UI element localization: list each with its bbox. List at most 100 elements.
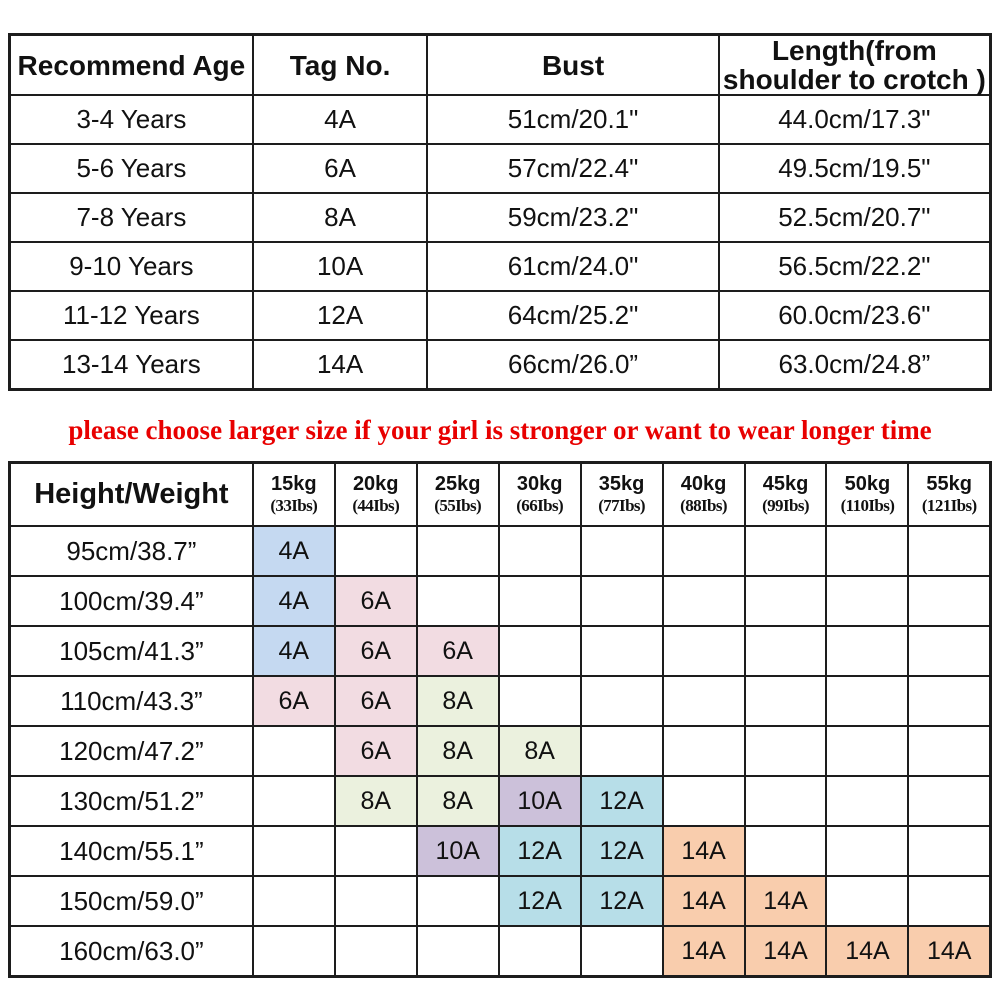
height-row: 160cm/63.0” 14A 14A 14A 14A: [8, 925, 992, 978]
tag-no-cell: 10A: [251, 241, 429, 293]
tag-no-cell: 12A: [251, 290, 429, 342]
height-cell: 140cm/55.1”: [8, 825, 254, 877]
tag-size-cell: 14A: [743, 925, 828, 978]
col-header-length: Length(from shoulder to crotch ): [717, 33, 992, 97]
bust-cell: 51cm/20.1": [426, 94, 720, 146]
height-row: 140cm/55.1” 10A 12A 12A 14A: [8, 825, 992, 877]
empty-cell: [825, 675, 910, 727]
height-cell: 110cm/43.3”: [8, 675, 254, 727]
height-cell: 130cm/51.2”: [8, 775, 254, 827]
weight-kg-label: 50kg: [844, 473, 891, 496]
empty-cell: [825, 625, 910, 677]
height-row: 95cm/38.7” 4A: [8, 525, 992, 577]
tag-size-cell: 10A: [415, 825, 500, 877]
height-row: 110cm/43.3” 6A 6A 8A: [8, 675, 992, 727]
empty-cell: [743, 625, 828, 677]
col-header-tag-no: Tag No.: [251, 33, 429, 97]
empty-cell: [579, 625, 664, 677]
weight-kg-label: 30kg: [516, 473, 563, 496]
length-cell: 63.0cm/24.8”: [717, 339, 992, 391]
length-cell: 52.5cm/20.7": [717, 192, 992, 244]
empty-cell: [661, 775, 746, 827]
empty-cell: [743, 725, 828, 777]
empty-cell: [743, 775, 828, 827]
empty-cell: [251, 925, 336, 978]
tag-size-cell: 6A: [333, 675, 418, 727]
empty-cell: [251, 875, 336, 927]
tag-no-cell: 8A: [251, 192, 429, 244]
tag-size-cell: 6A: [333, 575, 418, 627]
empty-cell: [907, 575, 992, 627]
weight-col-header: 20kg (44Ibs): [333, 461, 418, 527]
tag-no-cell: 6A: [251, 143, 429, 195]
bust-cell: 57cm/22.4": [426, 143, 720, 195]
empty-cell: [497, 625, 582, 677]
weight-kg-label: 15kg: [270, 473, 317, 496]
height-row: 150cm/59.0” 12A 12A 14A 14A: [8, 875, 992, 927]
empty-cell: [497, 575, 582, 627]
age-cell: 3-4 Years: [8, 94, 254, 146]
empty-cell: [579, 725, 664, 777]
length-cell: 60.0cm/23.6": [717, 290, 992, 342]
empty-cell: [497, 525, 582, 577]
empty-cell: [579, 575, 664, 627]
size-spec-row: 13-14 Years 14A 66cm/26.0” 63.0cm/24.8”: [8, 339, 992, 391]
empty-cell: [661, 525, 746, 577]
height-row: 100cm/39.4” 4A 6A: [8, 575, 992, 627]
tag-size-cell: 14A: [825, 925, 910, 978]
length-cell: 56.5cm/22.2": [717, 241, 992, 293]
empty-cell: [579, 925, 664, 978]
height-cell: 160cm/63.0”: [8, 925, 254, 978]
height-cell: 105cm/41.3”: [8, 625, 254, 677]
tag-no-cell: 4A: [251, 94, 429, 146]
tag-size-cell: 14A: [661, 825, 746, 877]
height-cell: 120cm/47.2”: [8, 725, 254, 777]
empty-cell: [661, 675, 746, 727]
tag-size-cell: 14A: [661, 875, 746, 927]
tag-size-cell: 12A: [579, 825, 664, 877]
empty-cell: [661, 725, 746, 777]
size-spec-row: 7-8 Years 8A 59cm/23.2" 52.5cm/20.7": [8, 192, 992, 244]
empty-cell: [415, 875, 500, 927]
size-spec-row: 5-6 Years 6A 57cm/22.4" 49.5cm/19.5": [8, 143, 992, 195]
col-header-recommend-age: Recommend Age: [8, 33, 254, 97]
weight-col-header: 35kg (77Ibs): [579, 461, 664, 527]
empty-cell: [743, 825, 828, 877]
weight-kg-label: 20kg: [352, 473, 399, 496]
age-cell: 7-8 Years: [8, 192, 254, 244]
empty-cell: [907, 725, 992, 777]
height-row: 105cm/41.3” 4A 6A 6A: [8, 625, 992, 677]
empty-cell: [579, 525, 664, 577]
tag-size-cell: 12A: [497, 875, 582, 927]
age-cell: 11-12 Years: [8, 290, 254, 342]
col-header-bust: Bust: [426, 33, 720, 97]
empty-cell: [907, 775, 992, 827]
weight-col-header: 25kg (55Ibs): [415, 461, 500, 527]
empty-cell: [333, 925, 418, 978]
bust-cell: 61cm/24.0": [426, 241, 720, 293]
tag-size-cell: 6A: [333, 625, 418, 677]
tag-size-cell: 8A: [497, 725, 582, 777]
empty-cell: [415, 525, 500, 577]
length-cell: 44.0cm/17.3": [717, 94, 992, 146]
tag-size-cell: 8A: [415, 675, 500, 727]
empty-cell: [661, 575, 746, 627]
weight-lbs-label: (33Ibs): [270, 496, 318, 516]
tag-size-cell: 8A: [415, 775, 500, 827]
weight-kg-label: 35kg: [598, 473, 645, 496]
weight-kg-label: 45kg: [762, 473, 809, 496]
weight-col-header: 55kg (121Ibs): [907, 461, 992, 527]
bust-cell: 59cm/23.2": [426, 192, 720, 244]
weight-lbs-label: (88Ibs): [680, 496, 727, 516]
tag-size-cell: 12A: [579, 875, 664, 927]
size-spec-row: 11-12 Years 12A 64cm/25.2" 60.0cm/23.6": [8, 290, 992, 342]
weight-lbs-label: (99Ibs): [762, 496, 809, 516]
empty-cell: [825, 725, 910, 777]
tag-size-cell: 8A: [333, 775, 418, 827]
empty-cell: [907, 625, 992, 677]
empty-cell: [251, 825, 336, 877]
tag-size-cell: 10A: [497, 775, 582, 827]
weight-lbs-label: (44Ibs): [352, 496, 400, 516]
height-cell: 100cm/39.4”: [8, 575, 254, 627]
height-weight-table: Height/Weight 15kg (33Ibs) 20kg (44Ibs) 25kg…: [8, 461, 992, 978]
